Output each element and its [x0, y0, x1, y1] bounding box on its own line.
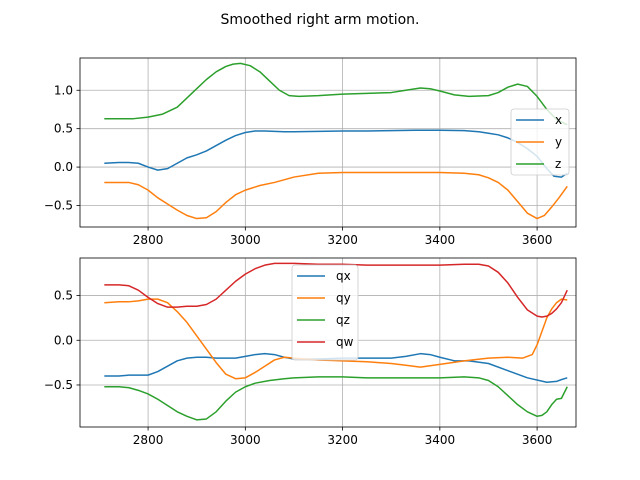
series-line-qw — [104, 262, 568, 318]
x-tick-label: 3600 — [522, 233, 553, 247]
y-tick-label: 0.0 — [54, 160, 73, 174]
axes-frame — [79, 57, 577, 228]
axes-frame — [79, 257, 577, 428]
bottom-subplot-orientation: 2800 3000 3200 3400 3600 −0.5 0.0 0.5 qx qy qz qw — [44, 257, 577, 447]
figure-title: Smoothed right arm motion. — [221, 12, 420, 28]
top-subplot-position: 2800 3000 3200 3400 3600 −0.5 0.0 0.5 1.0 xyz — [44, 57, 577, 247]
y-tick-label: 1.0 — [54, 83, 73, 97]
y-tick-label: 0.5 — [54, 122, 73, 136]
series-line-y — [104, 171, 568, 220]
x-tick-label: 3600 — [522, 433, 553, 447]
x-tick-label: 3000 — [230, 433, 261, 447]
series-line-qz — [104, 376, 568, 421]
x-tick-label: 3200 — [327, 433, 358, 447]
y-tick-label: −0.5 — [44, 378, 73, 392]
x-tick-label: 3000 — [230, 233, 261, 247]
legend-label-qy: qy — [336, 291, 351, 305]
legend-box — [291, 264, 359, 361]
legend-label-qw: qw — [336, 335, 354, 349]
x-tick-label: 2800 — [133, 433, 164, 447]
legend: xyz — [510, 108, 570, 176]
legend: qx qy qz qw — [291, 264, 359, 361]
x-tick-label: 3400 — [425, 233, 456, 247]
legend-label-y: y — [555, 135, 562, 149]
series-line-z — [104, 62, 568, 126]
y-tick-label: 0.0 — [54, 333, 73, 347]
y-tick-label: 0.5 — [54, 289, 73, 303]
x-tick-label: 3400 — [425, 433, 456, 447]
legend-label-z: z — [555, 157, 561, 171]
legend-label-qz: qz — [336, 313, 350, 327]
y-tick-label: −0.5 — [44, 198, 73, 212]
legend-label-x: x — [555, 113, 562, 127]
x-tick-label: 2800 — [133, 233, 164, 247]
x-tick-label: 3200 — [327, 233, 358, 247]
legend-label-qx: qx — [336, 269, 351, 283]
